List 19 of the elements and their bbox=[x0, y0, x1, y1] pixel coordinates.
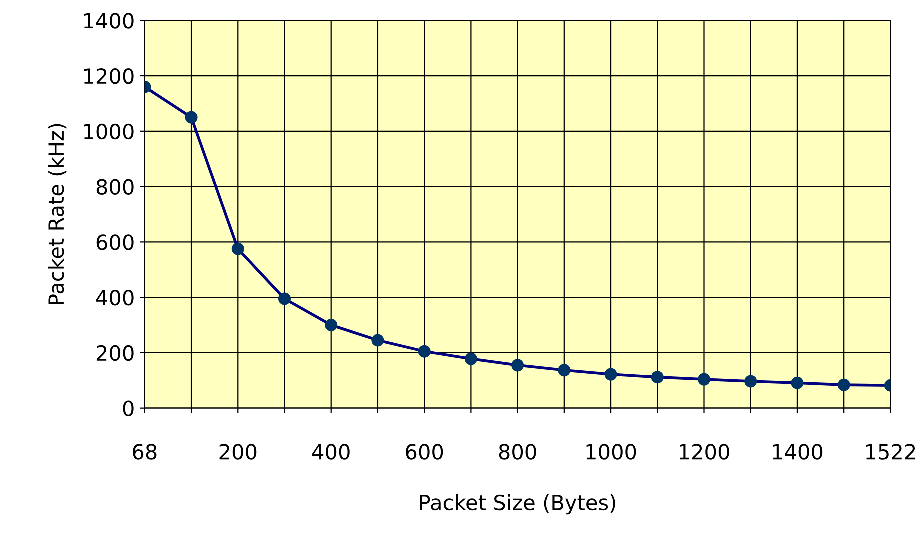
y-tick-label: 200 bbox=[96, 345, 134, 362]
x-tick-label: 400 bbox=[312, 444, 350, 460]
y-tick-label: 400 bbox=[96, 290, 134, 306]
x-tick-label: 200 bbox=[220, 444, 257, 460]
x-tick-label: 1200 bbox=[680, 444, 730, 460]
x-tick-label: 1400 bbox=[773, 444, 823, 460]
x-tick-label: 800 bbox=[499, 444, 536, 460]
x-tick-label: 1000 bbox=[586, 444, 636, 460]
y-tick-label: 0 bbox=[123, 400, 134, 417]
x-tick-label: 1522 bbox=[866, 444, 916, 460]
y-axis-title: Packet Rate (kHz) bbox=[48, 124, 67, 304]
y-tick-label: 1000 bbox=[84, 124, 134, 140]
y-tick-label: 1200 bbox=[84, 68, 134, 84]
y-tick-label: 800 bbox=[96, 179, 134, 196]
y-tick-label: 600 bbox=[96, 234, 134, 250]
x-tick-label: 68 bbox=[133, 444, 157, 460]
y-tick-label: 1400 bbox=[84, 13, 134, 29]
x-axis-title: Packet Size (Bytes) bbox=[420, 494, 616, 515]
x-tick-label: 600 bbox=[406, 444, 444, 460]
